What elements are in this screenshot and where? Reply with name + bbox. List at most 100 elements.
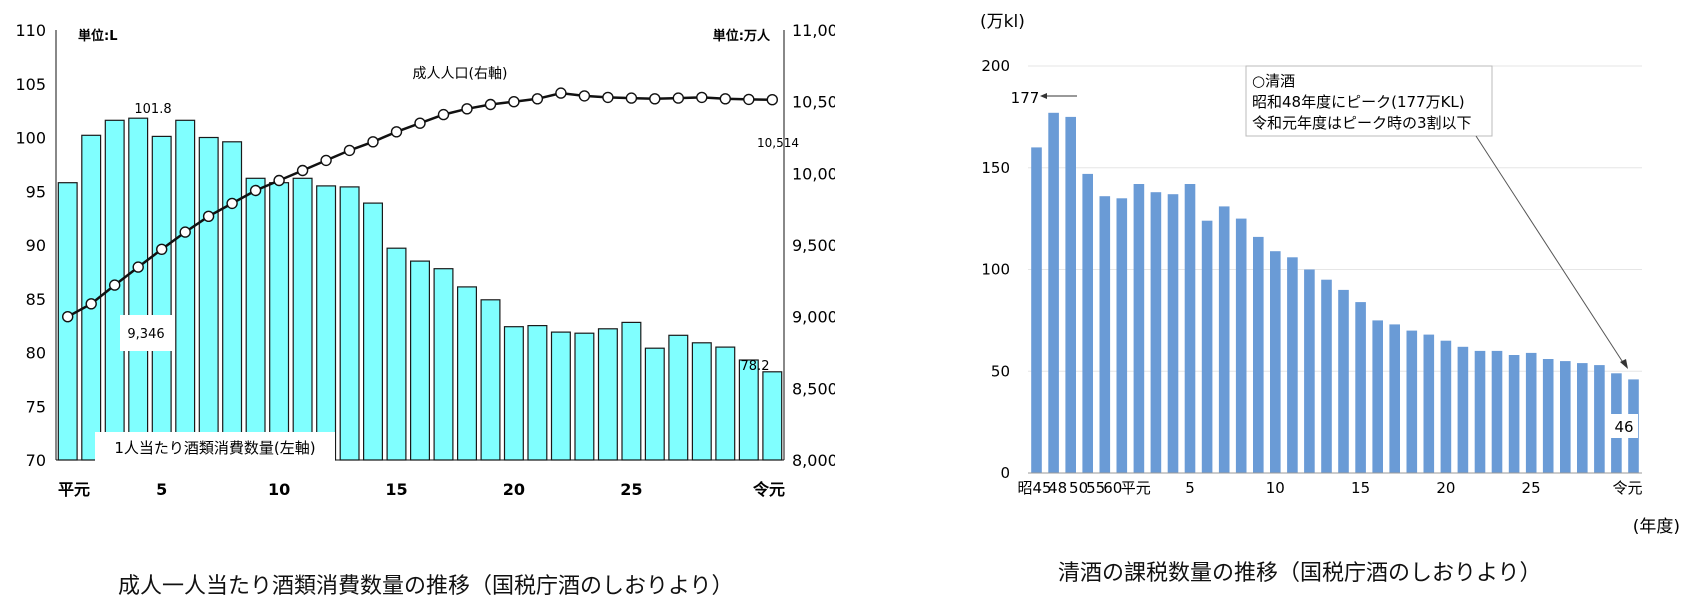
sake-bar-4 (1099, 196, 1111, 473)
callout-line (1475, 135, 1625, 365)
right-axis-tick-5: 10,500 (792, 93, 835, 112)
peak-bar-label: 101.8 (134, 102, 171, 117)
pop-label-start-box (120, 315, 172, 351)
sake-bar-19 (1355, 302, 1366, 473)
consumption-bar-26 (668, 334, 689, 461)
c2-y-tick-4: 200 (981, 57, 1010, 75)
population-point-22 (578, 90, 591, 102)
c1-x-tick-1: 5 (156, 480, 167, 499)
sake-bar-7 (1150, 192, 1162, 473)
pop-label-end: 10,514 (757, 136, 799, 150)
sake-bar-12 (1235, 218, 1247, 473)
right-axis-tick-6: 11,000 (792, 21, 835, 40)
bar-series-label: 1人当たり酒類消費数量(左軸) (114, 439, 315, 457)
unit-label: (万kl) (980, 12, 1025, 32)
consumption-bar-17 (457, 286, 478, 461)
last-bar-label: 78.2 (741, 359, 770, 374)
consumption-bar-19 (503, 326, 524, 461)
c2-y-tick-1: 50 (991, 362, 1010, 380)
consumption-bar-24 (621, 321, 642, 461)
left-axis-tick-1: 75 (26, 397, 46, 416)
population-point-12 (343, 144, 356, 157)
population-point-23 (602, 91, 614, 104)
annotation-line-1: ○清酒 (1252, 72, 1295, 90)
annotation-line-3: 令和元年度はピーク時の3割以下 (1252, 114, 1472, 132)
consumption-bar-10 (292, 177, 313, 461)
population-point-16 (437, 108, 450, 121)
left-axis-tick-7: 105 (15, 75, 46, 94)
population-point-17 (461, 103, 473, 115)
sake-bar-20 (1372, 320, 1383, 473)
sake-bar-31 (1560, 361, 1571, 473)
annotation-box (1245, 65, 1493, 137)
c2-x-tick-3: 55 (1086, 479, 1105, 497)
population-point-26 (672, 92, 684, 104)
consumption-bar-5 (175, 119, 196, 461)
c2-x-tick-1: 48 (1048, 479, 1067, 497)
c2-x-tick-5: 平元 (1121, 479, 1151, 497)
c1-x-tick-6: 令元 (752, 480, 785, 499)
population-point-4 (155, 243, 168, 256)
c2-x-tick-10: 25 (1522, 479, 1541, 497)
right-axis-tick-1: 8,500 (792, 379, 835, 398)
consumption-bar-28 (715, 346, 736, 461)
population-point-0 (61, 311, 74, 323)
population-point-19 (508, 95, 520, 108)
population-point-10 (296, 164, 309, 177)
sake-bar-30 (1542, 359, 1554, 473)
annotation-line-2: 昭和48年度にピーク(177万KL) (1252, 93, 1465, 111)
consumption-bar-20 (527, 325, 548, 461)
population-point-20 (531, 93, 544, 105)
population-point-3 (132, 261, 144, 273)
consumption-bar-9 (269, 182, 290, 461)
c2-x-tick-2: 50 (1069, 479, 1088, 497)
sake-bar-29 (1525, 352, 1537, 473)
sake-bar-6 (1133, 184, 1145, 473)
right-axis-tick-2: 9,000 (792, 308, 835, 327)
sake-bar-16 (1304, 269, 1315, 473)
population-point-7 (226, 197, 238, 210)
sake-bar-10 (1201, 220, 1213, 473)
population-point-29 (743, 93, 755, 106)
c1-x-tick-0: 平元 (58, 480, 90, 499)
population-point-9 (273, 174, 285, 187)
c2-x-tick-9: 20 (1436, 479, 1455, 497)
population-point-21 (555, 87, 567, 99)
consumption-bar-30 (762, 371, 783, 461)
sake-bar-1 (1048, 112, 1059, 474)
left-unit-label: 単位:L (78, 28, 117, 44)
consumption-bar-8 (245, 177, 266, 461)
consumption-bar-14 (386, 247, 407, 461)
c2-x-tick-11: 令元 (1612, 479, 1642, 497)
sake-bar-26 (1474, 350, 1486, 473)
bar-series-label-box (95, 432, 335, 464)
population-point-8 (249, 184, 262, 197)
population-point-27 (696, 91, 708, 104)
population-point-18 (484, 98, 497, 111)
c2-y-tick-2: 100 (981, 261, 1010, 279)
left-axis-tick-4: 90 (26, 236, 46, 255)
left-axis-tick-5: 95 (26, 182, 46, 201)
alcohol-consumption-chart: 7075808590951001051108,0008,5009,0009,50… (15, 21, 835, 499)
sake-bar-23 (1423, 334, 1435, 473)
line-series-label: 成人人口(右軸) (413, 66, 508, 82)
population-point-30 (766, 93, 778, 106)
c2-x-tick-8: 15 (1351, 479, 1370, 497)
consumption-bar-18 (480, 299, 501, 461)
population-point-2 (108, 279, 121, 291)
consumption-bar-7 (222, 141, 243, 461)
sake-bar-28 (1508, 355, 1520, 473)
consumption-bar-16 (433, 268, 454, 461)
sake-bar-17 (1321, 279, 1332, 473)
sake-bar-32 (1577, 363, 1588, 473)
population-point-25 (649, 93, 661, 105)
last-value-box (1610, 414, 1638, 438)
right-unit-label: 単位:万人 (713, 28, 771, 44)
left-chart-caption: 成人一人当たり酒類消費数量の推移（国税庁酒のしおりより） (118, 574, 734, 599)
callout-arrowhead (1620, 359, 1628, 369)
sake-bar-25 (1457, 346, 1469, 473)
consumption-bar-29 (738, 359, 759, 461)
consumption-bar-12 (339, 186, 360, 461)
sake-bar-15 (1287, 257, 1298, 473)
left-axis-tick-0: 70 (26, 451, 46, 470)
